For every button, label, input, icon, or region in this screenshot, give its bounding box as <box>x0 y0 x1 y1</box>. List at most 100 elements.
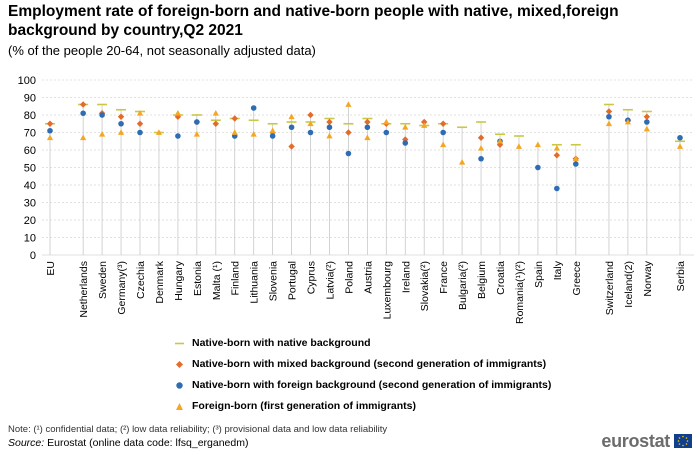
point-mixed <box>364 118 371 126</box>
point-mixed <box>421 118 428 126</box>
x-tick-label: Norway <box>642 260 654 296</box>
point-foreign-born <box>117 129 125 135</box>
point-foreign-born <box>364 134 371 141</box>
x-tick-label: Hungary <box>173 260 185 300</box>
point-foreign-background <box>326 124 333 131</box>
point-mixed <box>496 141 504 148</box>
x-tick-label: Serbia <box>675 261 687 292</box>
y-tick-label: 100 <box>18 75 36 87</box>
legend-swatch-foreign-background <box>176 382 183 389</box>
point-foreign-background <box>288 124 295 131</box>
legend-item-foreign-background: Native-born with foreign background (sec… <box>174 375 551 396</box>
y-tick-label: 30 <box>24 198 36 210</box>
point-foreign-born <box>99 130 106 137</box>
source-text: Eurostat (online data code: lfsq_erganed… <box>44 437 249 449</box>
point-foreign-born <box>624 118 631 125</box>
point-foreign-born <box>421 122 428 128</box>
point-foreign-background <box>47 127 53 134</box>
legend-label-foreign-born: Foreign-born (first generation of immigr… <box>192 400 417 412</box>
y-tick-label: 90 <box>24 93 36 105</box>
x-tick-label: Austria <box>362 261 374 294</box>
y-tick-label: 0 <box>30 250 36 262</box>
point-foreign-born <box>572 155 579 162</box>
x-tick-label: France <box>438 261 450 294</box>
point-foreign-born <box>269 127 276 134</box>
y-tick-label: 10 <box>24 233 36 245</box>
x-tick-label: EU <box>45 261 57 276</box>
point-mixed <box>117 113 125 120</box>
point-foreign-born <box>155 129 163 135</box>
point-mixed <box>643 113 651 120</box>
point-mixed <box>439 120 447 127</box>
point-mixed <box>212 120 219 127</box>
point-foreign-born <box>136 109 144 116</box>
x-tick-label: Cyprus <box>306 261 318 294</box>
point-foreign-background <box>402 140 409 146</box>
point-foreign-born <box>345 101 352 107</box>
source-line: Source: Eurostat (online data code: lfsq… <box>8 437 248 449</box>
x-tick-label: Portugal <box>287 261 299 300</box>
y-tick-label: 20 <box>24 215 36 227</box>
point-foreign-born <box>288 113 295 120</box>
point-foreign-born <box>515 143 523 149</box>
point-foreign-born <box>326 132 333 139</box>
point-foreign-background <box>554 185 560 192</box>
x-tick-label: Iceland(2) <box>623 261 635 308</box>
eu-flag-icon <box>674 434 692 448</box>
point-mixed <box>307 111 314 119</box>
point-foreign-born <box>676 143 684 149</box>
logo-text: eurostat <box>601 430 670 451</box>
point-foreign-background <box>250 105 257 111</box>
x-tick-label: Poland <box>343 261 355 294</box>
point-foreign-background <box>606 113 612 120</box>
point-foreign-born <box>496 137 504 144</box>
point-foreign-background <box>535 164 541 171</box>
x-tick-label: Lithuania <box>249 261 261 304</box>
point-foreign-background <box>175 133 181 139</box>
legend-item-mixed: Native-born with mixed background (secon… <box>174 354 551 375</box>
point-foreign-born <box>174 109 181 116</box>
legend-label-mixed: Native-born with mixed background (secon… <box>192 358 547 370</box>
point-foreign-born <box>605 120 613 127</box>
point-foreign-born <box>459 158 466 165</box>
point-mixed <box>326 118 333 126</box>
chart-title: Employment rate of foreign-born and nati… <box>8 3 619 39</box>
legend-item-foreign-born: Foreign-born (first generation of immigr… <box>174 396 551 417</box>
point-mixed <box>288 143 295 150</box>
point-foreign-born <box>440 141 447 148</box>
point-mixed <box>46 120 54 127</box>
x-tick-label: Netherlands <box>78 261 90 318</box>
chart-legend: Native-born with native background Nativ… <box>174 333 551 417</box>
x-tick-label: Spain <box>533 261 545 288</box>
point-foreign-born <box>402 123 409 130</box>
point-foreign-born <box>383 118 390 125</box>
x-tick-label: Czechia <box>135 261 147 299</box>
footnote: Note: (¹) confidential data; (²) low dat… <box>8 424 388 435</box>
point-foreign-background <box>478 155 484 162</box>
point-mixed <box>136 120 144 127</box>
x-tick-label: Italy <box>552 260 564 280</box>
eurostat-logo: eurostat <box>601 430 692 451</box>
point-foreign-background <box>383 129 390 136</box>
point-foreign-background <box>137 129 143 136</box>
x-tick-label: Slovenia <box>268 261 280 301</box>
point-foreign-background <box>269 133 276 139</box>
x-tick-label: Bulgaria(²) <box>457 261 469 310</box>
y-tick-label: 50 <box>24 163 36 175</box>
legend-swatch-foreign-born <box>176 403 183 410</box>
point-foreign-born <box>46 134 54 141</box>
x-tick-label: Slovakia(²) <box>419 261 431 311</box>
point-foreign-born <box>231 129 238 135</box>
x-tick-label: Sweden <box>97 261 109 299</box>
legend-label-foreign-background: Native-born with foreign background (sec… <box>192 379 552 391</box>
point-mixed <box>477 134 485 141</box>
point-foreign-born <box>250 130 257 137</box>
point-foreign-background <box>345 150 352 157</box>
point-foreign-background <box>364 124 371 131</box>
point-foreign-background <box>194 119 200 125</box>
x-tick-label: Estonia <box>192 261 204 296</box>
point-foreign-background <box>99 112 105 118</box>
x-tick-label: Latvia(²) <box>324 261 336 300</box>
point-foreign-background <box>644 119 650 125</box>
